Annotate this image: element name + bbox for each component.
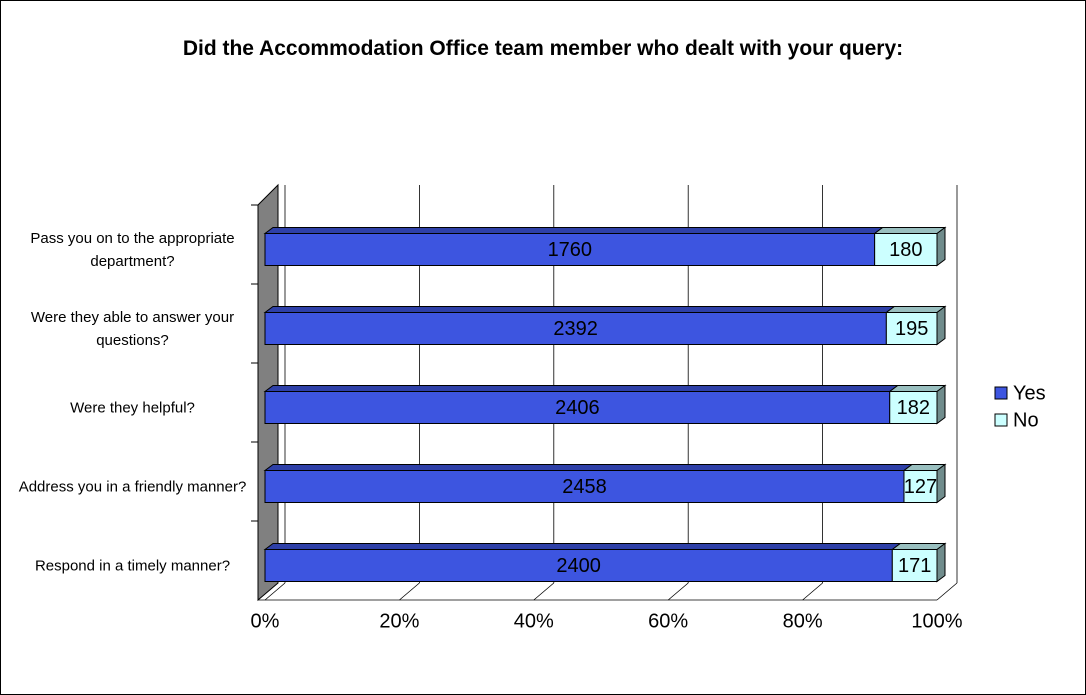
data-label: 180 <box>889 239 922 261</box>
data-label: 182 <box>897 397 930 419</box>
data-label: 1760 <box>548 239 593 261</box>
legend-swatch <box>994 386 1008 400</box>
chart-title: Did the Accommodation Office team member… <box>182 37 904 60</box>
legend-label: Yes <box>1013 382 1046 404</box>
bar-segment <box>902 464 947 503</box>
floor-grid-line <box>533 582 555 601</box>
bar-segment <box>263 306 896 345</box>
data-label: 127 <box>904 476 937 498</box>
data-label: 2406 <box>555 397 600 419</box>
y-tick-label: Address you in a friendly manner? <box>18 478 247 495</box>
x-tick-label: 60% <box>648 610 688 632</box>
x-tick-label: 80% <box>783 610 823 632</box>
y-tick-label: Pass you on to the appropriate departmen… <box>30 229 235 270</box>
x-tick-label: 40% <box>514 610 554 632</box>
data-label: 171 <box>898 555 931 577</box>
bar-side <box>936 463 946 504</box>
bar-segment <box>888 385 947 424</box>
bar-segment <box>263 385 900 424</box>
legend-label: No <box>1013 409 1039 431</box>
bar-side <box>936 305 946 346</box>
data-label: 195 <box>895 318 928 340</box>
floor-grid-line <box>802 582 823 601</box>
bar-side <box>936 542 946 583</box>
floor <box>265 583 957 600</box>
data-label: 2458 <box>562 476 607 498</box>
bar-side <box>936 384 946 425</box>
bar-side <box>936 226 946 267</box>
x-tick-label: 100% <box>911 610 962 632</box>
data-label: 2400 <box>556 555 601 577</box>
floor-grid-line <box>667 582 689 601</box>
y-tick-label: Respond in a timely manner? <box>34 557 231 574</box>
legend-swatch <box>994 413 1008 427</box>
data-label: 2392 <box>553 318 598 340</box>
bar-segment <box>890 543 947 582</box>
floor-grid-line <box>264 582 286 601</box>
bar-segment <box>884 306 947 345</box>
y-tick-label: Were they helpful? <box>70 399 195 416</box>
bar-segment <box>263 227 885 266</box>
x-tick-label: 0% <box>251 610 280 632</box>
x-tick-label: 20% <box>379 610 419 632</box>
bar-segment <box>263 543 902 582</box>
floor-grid-line <box>936 582 958 601</box>
bar-segment <box>263 464 914 503</box>
floor-grid-line <box>399 582 420 601</box>
y-tick-label: Were they able to answer your questions? <box>30 308 235 349</box>
